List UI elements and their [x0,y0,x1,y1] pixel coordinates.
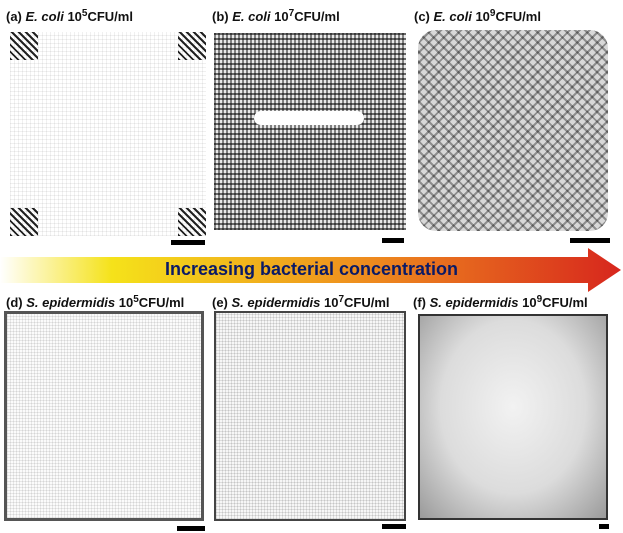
panel-a-caption: (a) E. coli 105CFU/ml [6,8,133,24]
concentration-arrow [0,248,621,292]
arrow-shape [0,248,621,292]
panel-b-scalebar [382,238,404,243]
panel-b-image [214,33,406,230]
panel-b-gap [254,111,364,125]
panel-f-scalebar [599,524,609,529]
panel-f-image [418,314,608,520]
panel-a-corner-bl [10,208,38,236]
panel-a-corner-br [178,208,206,236]
panel-e-image [214,311,406,521]
panel-d-caption: (d) S. epidermidis 105CFU/ml [6,294,185,310]
panel-c-image [418,30,608,231]
panel-c-caption: (c) E. coli 109CFU/ml [414,8,541,24]
panel-d-scalebar [177,526,205,531]
panel-a-scalebar [171,240,205,245]
panel-f-caption: (f) S. epidermidis 109CFU/ml [413,294,588,310]
panel-e-caption: (e) S. epidermidis 107CFU/ml [212,294,390,310]
panel-b-caption: (b) E. coli 107CFU/ml [212,8,340,24]
panel-a-corner-tr [178,32,206,60]
panel-d-image [4,311,204,521]
arrow-label: Increasing bacterial concentration [164,259,459,279]
panel-e-scalebar [382,524,406,529]
panel-a-corner-tl [10,32,38,60]
panel-c-scalebar [570,238,610,243]
panel-a-image [10,32,206,236]
